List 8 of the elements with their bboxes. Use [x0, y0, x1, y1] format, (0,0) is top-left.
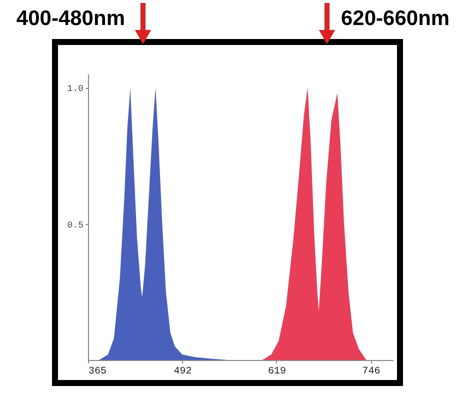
y-tick-label: 1.0 [67, 84, 84, 94]
text: 620-660nm [341, 7, 450, 30]
x-tick-label: 746 [362, 366, 380, 378]
y-tick-label: 0.5 [67, 220, 84, 230]
text: 400-480nm [16, 7, 125, 30]
x-tick-label: 619 [268, 366, 286, 378]
x-tick-label: 492 [174, 366, 192, 378]
x-tick-label: 365 [88, 366, 107, 378]
